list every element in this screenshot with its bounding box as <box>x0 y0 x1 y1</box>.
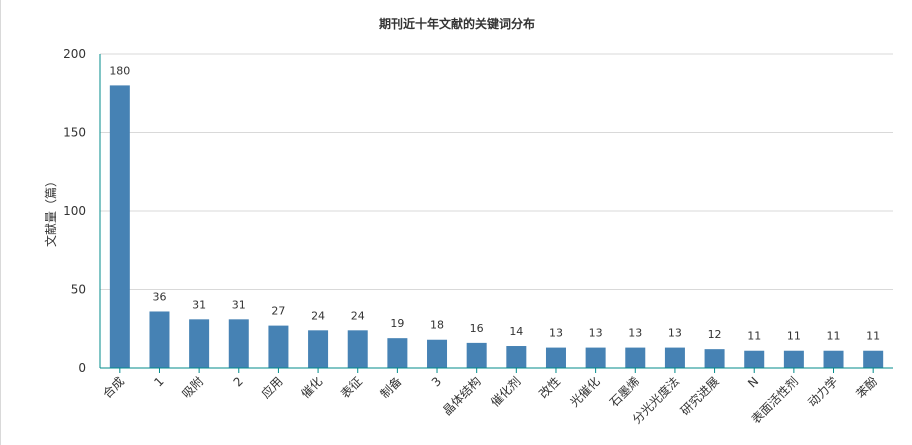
x-tick-label: 催化 <box>298 374 325 401</box>
bar[interactable] <box>585 347 606 368</box>
bar[interactable] <box>704 349 725 368</box>
bar[interactable] <box>664 347 685 368</box>
data-label: 31 <box>232 298 246 311</box>
x-tick-label: 石墨烯 <box>607 374 642 409</box>
bar[interactable] <box>387 338 408 368</box>
bar[interactable] <box>783 350 804 368</box>
bar[interactable] <box>744 350 765 368</box>
x-tick-label: 晶体结构 <box>439 374 484 419</box>
axes: 0 50 100 150 200 <box>63 47 893 375</box>
data-label: 13 <box>549 327 563 340</box>
bar[interactable] <box>506 346 527 368</box>
x-tick-label: 2 <box>231 374 246 389</box>
data-label: 31 <box>192 298 206 311</box>
data-label: 11 <box>787 330 801 343</box>
bar[interactable] <box>347 330 368 368</box>
bar[interactable] <box>149 311 170 368</box>
x-tick-label: N <box>745 374 761 390</box>
data-label: 24 <box>351 309 365 322</box>
x-tick-label: 催化剂 <box>487 374 523 410</box>
bar[interactable] <box>823 350 844 368</box>
x-tick-label: 制备 <box>378 374 405 401</box>
y-tick-label: 200 <box>63 47 86 61</box>
x-tick-label: 合成 <box>99 374 127 402</box>
data-label: 11 <box>747 330 761 343</box>
x-tick-label: 1 <box>151 374 166 389</box>
data-label: 27 <box>271 305 285 318</box>
data-label: 11 <box>866 330 880 343</box>
labels: 180合成36131吸附31227应用24催化24表征19制备18316晶体结构… <box>99 64 880 426</box>
x-tick-label: 苯酚 <box>853 374 880 401</box>
data-label: 12 <box>708 328 722 341</box>
x-tick-label: 动力学 <box>805 374 841 410</box>
bar[interactable] <box>228 319 249 368</box>
y-axis-label: 文献量（篇） <box>43 175 58 247</box>
y-tick-label: 150 <box>63 126 86 140</box>
data-label: 16 <box>470 322 484 335</box>
bar[interactable] <box>109 85 130 369</box>
x-tick-label: 3 <box>429 374 444 389</box>
data-label: 36 <box>152 290 166 303</box>
bar[interactable] <box>189 319 210 368</box>
y-tick-label: 100 <box>63 204 86 218</box>
data-label: 11 <box>827 330 841 343</box>
data-label: 18 <box>430 319 444 332</box>
bar[interactable] <box>545 347 566 368</box>
x-tick-label: 吸附 <box>179 374 206 401</box>
y-tick-label: 50 <box>71 283 86 297</box>
bar[interactable] <box>427 339 448 368</box>
x-tick-label: 表征 <box>338 374 365 401</box>
bar[interactable] <box>308 330 329 368</box>
x-tick-label: 改性 <box>536 374 563 401</box>
data-label: 13 <box>589 327 603 340</box>
data-label: 13 <box>628 327 642 340</box>
data-label: 19 <box>390 317 404 330</box>
data-label: 13 <box>668 327 682 340</box>
data-label: 180 <box>109 64 130 77</box>
data-label: 14 <box>509 325 523 338</box>
bars <box>109 85 884 369</box>
bar[interactable] <box>625 347 646 368</box>
data-label: 24 <box>311 309 325 322</box>
x-tick-label: 研究进展 <box>677 374 722 419</box>
grid-lines <box>100 53 893 290</box>
bar[interactable] <box>466 342 487 368</box>
x-tick-label: 光催化 <box>567 374 602 409</box>
y-tick-label: 0 <box>78 361 86 375</box>
bar[interactable] <box>268 325 289 368</box>
chart-title: 期刊近十年文献的关键词分布 <box>378 17 535 31</box>
x-tick-label: 应用 <box>258 374 286 402</box>
bar[interactable] <box>863 350 884 368</box>
